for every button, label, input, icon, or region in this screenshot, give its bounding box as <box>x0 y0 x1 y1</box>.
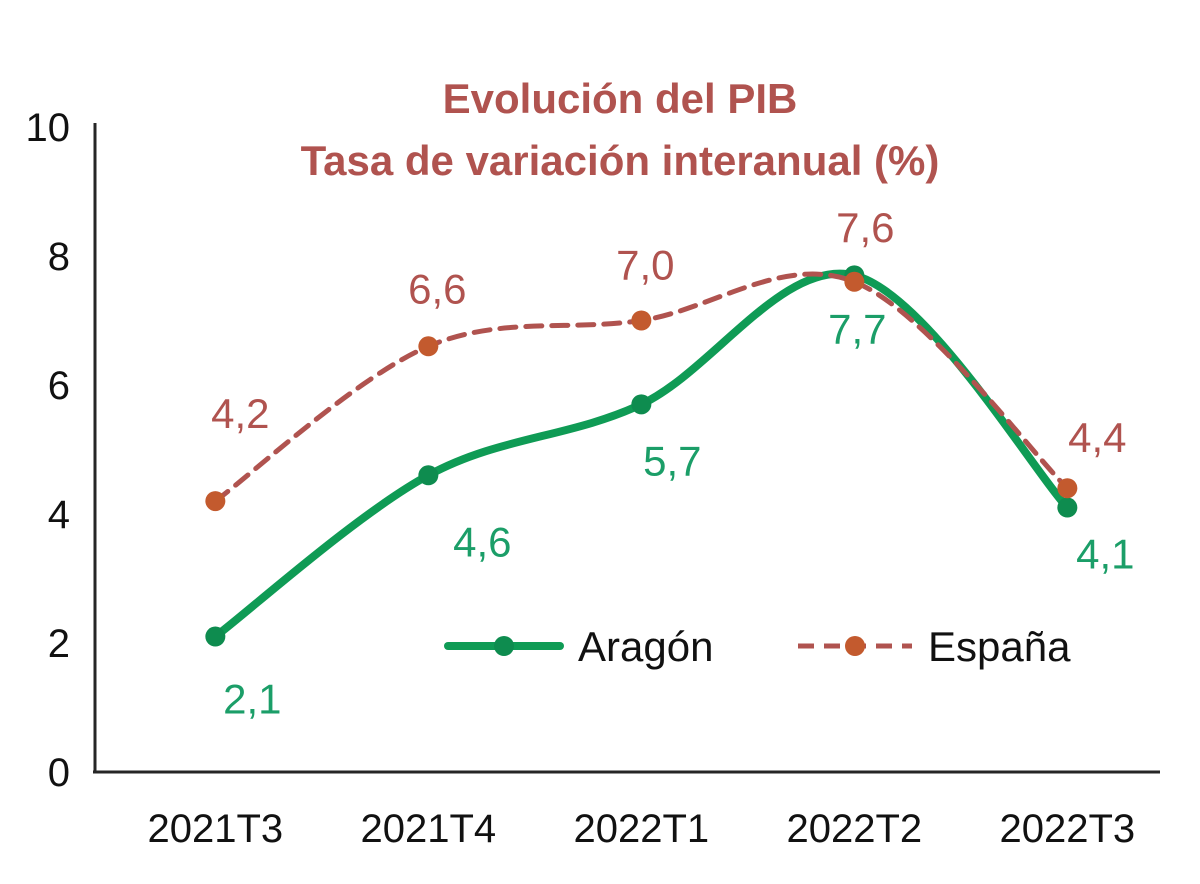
x-tick-label: 2021T4 <box>361 807 497 851</box>
data-point-label: 4,2 <box>211 390 269 437</box>
x-tick-label: 2022T3 <box>1000 807 1136 851</box>
legend-marker-espana <box>845 636 865 656</box>
data-point-label: 4,1 <box>1076 531 1134 578</box>
data-point-marker <box>205 626 226 647</box>
data-point-label: 4,6 <box>453 518 511 565</box>
data-point-label: 7,7 <box>828 305 886 352</box>
data-point-label: 2,1 <box>223 676 281 723</box>
y-tick-label: 10 <box>26 106 71 150</box>
legend-label-aragon: Aragón <box>578 623 713 670</box>
data-point-marker <box>844 271 865 292</box>
data-point-label: 6,6 <box>408 265 466 312</box>
data-point-marker <box>418 465 439 486</box>
data-point-label: 5,7 <box>643 437 701 484</box>
y-tick-label: 4 <box>48 493 70 537</box>
data-point-label: 7,0 <box>616 242 674 289</box>
x-tick-label: 2022T1 <box>574 807 710 851</box>
data-point-label: 4,4 <box>1068 414 1126 461</box>
y-tick-label: 0 <box>48 751 70 795</box>
y-tick-label: 2 <box>48 622 70 666</box>
data-point-marker <box>631 310 652 331</box>
x-tick-label: 2022T2 <box>787 807 923 851</box>
legend-label-espana: España <box>928 623 1071 670</box>
data-point-marker <box>1057 497 1078 518</box>
data-point-label: 7,6 <box>836 204 894 251</box>
x-tick-label: 2021T3 <box>148 807 284 851</box>
legend-marker-aragon <box>494 636 514 656</box>
y-tick-label: 6 <box>48 364 70 408</box>
data-point-marker <box>631 394 652 415</box>
data-point-marker <box>418 336 439 357</box>
data-point-marker <box>1057 478 1078 499</box>
series-line-espana <box>212 271 1070 504</box>
data-point-marker <box>205 491 226 512</box>
y-tick-label: 8 <box>48 235 70 279</box>
